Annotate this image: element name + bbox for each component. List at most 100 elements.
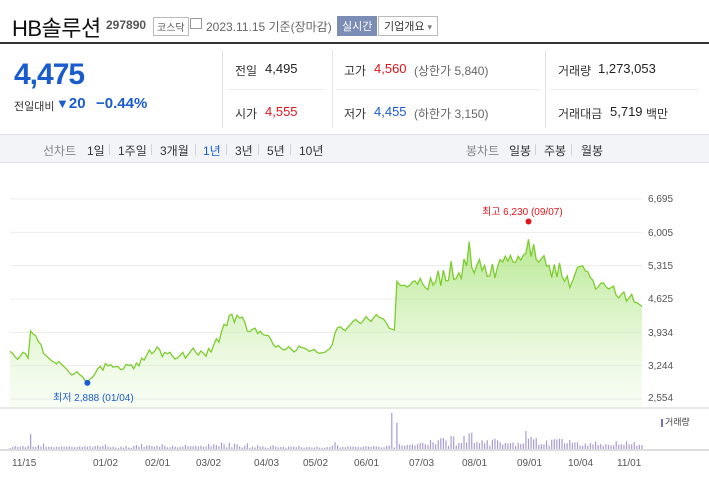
- chart-tabs: 선차트 1일 1주일 3개월 1년 3년 5년 10년 봉차트 일봉 주봉 월봉: [0, 134, 709, 163]
- volume-bar: [375, 446, 377, 449]
- volume-bar: [53, 447, 55, 449]
- upper-limit: (상한가 5,840): [414, 64, 489, 78]
- volume-bar: [244, 445, 246, 449]
- volume-bar: [71, 446, 73, 449]
- volume-bar: [502, 444, 504, 449]
- x-tick: 09/01: [517, 458, 543, 469]
- volume-bar: [9, 448, 11, 449]
- volume-bar: [91, 447, 94, 449]
- volume-bar: [347, 446, 349, 449]
- volume-bar: [631, 444, 633, 449]
- volume-bar: [257, 445, 259, 449]
- volume-bar: [504, 443, 506, 449]
- max-point: [525, 218, 532, 225]
- tab-3m[interactable]: 3개월: [160, 144, 189, 158]
- divider: [226, 89, 326, 90]
- volume-bar: [427, 445, 429, 449]
- volume-bar: [300, 447, 303, 449]
- x-tick: 11/15: [12, 458, 37, 469]
- y-tick: 6,695: [648, 194, 674, 205]
- volume-bar: [200, 445, 202, 449]
- volume-bar: [386, 446, 388, 449]
- min-point: [84, 379, 91, 386]
- volume-bar: [251, 446, 254, 449]
- volume-bar: [246, 443, 248, 449]
- volume-bar: [303, 447, 305, 449]
- volume-bar: [331, 445, 334, 449]
- volume-bar: [620, 444, 622, 449]
- company-info-button[interactable]: 기업개요 ▾: [378, 16, 439, 36]
- volume-bar: [538, 444, 540, 449]
- price-line: [9, 239, 643, 384]
- x-tick: 06/01: [354, 458, 380, 469]
- tab-1y[interactable]: 1년: [203, 144, 221, 158]
- volume-bar: [496, 440, 499, 449]
- volume-bar: [208, 444, 210, 449]
- volume-bar: [447, 445, 450, 449]
- tab-weekly[interactable]: 주봉: [544, 144, 567, 158]
- volume-bar: [42, 443, 45, 449]
- tab-daily[interactable]: 일봉: [509, 144, 532, 158]
- volume-bar: [576, 442, 579, 449]
- change-percent: −0.44%: [96, 95, 148, 112]
- volume-bar: [269, 446, 272, 449]
- volume-bar: [398, 444, 401, 449]
- volume-bar: [223, 444, 225, 449]
- volume-bar: [349, 446, 352, 449]
- volume-bar: [414, 445, 416, 449]
- volume-bar: [411, 444, 414, 449]
- volume-bar: [197, 446, 199, 449]
- volume-bar: [63, 446, 65, 449]
- volume-bar: [148, 445, 150, 449]
- volume-bar: [339, 447, 341, 449]
- volume-bar: [600, 444, 602, 449]
- volume-bar: [213, 444, 215, 449]
- volume-bar: [94, 446, 96, 449]
- volume-bar: [324, 447, 326, 449]
- divider: [222, 50, 223, 128]
- volume-bar: [435, 444, 437, 449]
- volume-bar: [138, 446, 140, 449]
- volume-bar: [66, 446, 68, 449]
- volume-bar: [161, 444, 163, 449]
- volume-bar: [228, 442, 230, 449]
- volume-bar: [365, 446, 367, 449]
- volume-bar: [187, 446, 189, 449]
- volume-bar: [360, 447, 362, 449]
- volume-bar: [494, 438, 496, 449]
- tab-1d[interactable]: 1일: [87, 144, 105, 158]
- volume-bar: [241, 447, 243, 449]
- volume-bar: [272, 445, 274, 449]
- tab-1w[interactable]: 1주일: [118, 144, 147, 158]
- base-date: 2023.11.15 기준(장마감): [206, 20, 332, 34]
- volume-bar: [280, 446, 282, 449]
- volume-value: 1,273,053: [598, 61, 656, 76]
- volume-bar: [574, 442, 576, 449]
- tab-monthly[interactable]: 월봉: [581, 144, 604, 158]
- volume-bar: [249, 447, 251, 449]
- volume-bar: [367, 446, 370, 449]
- tab-10y[interactable]: 10년: [299, 144, 324, 158]
- volume-bar: [125, 445, 127, 449]
- volume-bar: [378, 446, 380, 449]
- volume-bar: [140, 444, 143, 449]
- volume-bar: [530, 437, 532, 449]
- volume-bar: [68, 446, 70, 449]
- volume-bar: [277, 447, 279, 449]
- volume-bar: [509, 443, 512, 449]
- volume-bar: [515, 445, 517, 449]
- realtime-button[interactable]: 실시간: [337, 16, 378, 36]
- volume-bar: [344, 447, 346, 449]
- y-tick: 3,244: [648, 361, 674, 372]
- max-annotation: 최고 6,230 (09/07): [482, 207, 563, 218]
- volume-bar: [27, 445, 29, 449]
- volume-bar: [285, 447, 287, 449]
- tab-3y[interactable]: 3년: [235, 144, 253, 158]
- volume-bar: [267, 448, 269, 449]
- volume-bar: [553, 439, 555, 449]
- volume-bar: [11, 447, 14, 449]
- volume-bar: [22, 446, 24, 449]
- volume-bar: [437, 440, 439, 449]
- volume-bar: [512, 442, 514, 449]
- tab-5y[interactable]: 5년: [267, 144, 285, 158]
